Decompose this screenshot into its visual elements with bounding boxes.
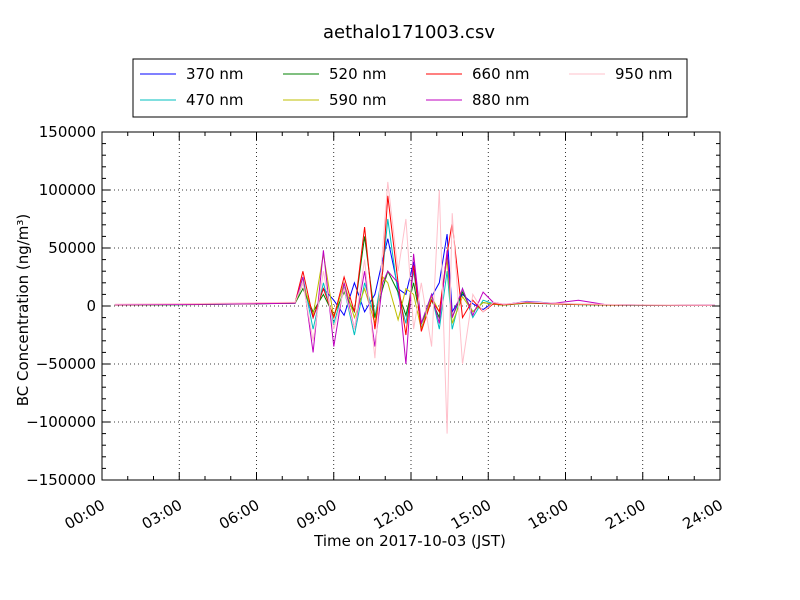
- legend-label: 520 nm: [329, 65, 387, 83]
- x-tick-label: 09:00: [293, 496, 339, 533]
- x-axis-label: Time on 2017-10-03 (JST): [313, 532, 506, 550]
- y-tick-label: 100000: [39, 181, 96, 199]
- y-axis-label: BC Concentration (ng/m³): [14, 214, 32, 407]
- series-group: [114, 181, 715, 434]
- y-tick-label: 50000: [48, 239, 96, 257]
- legend-box: [132, 58, 688, 118]
- y-tick-label: −100000: [26, 413, 96, 431]
- x-tick-label: 24:00: [680, 496, 726, 533]
- x-tick-label: 21:00: [602, 496, 648, 533]
- legend-label: 470 nm: [186, 91, 244, 109]
- x-tick-label: 03:00: [139, 496, 185, 533]
- x-tick-label: 15:00: [448, 496, 494, 533]
- x-tick-label: 00:00: [62, 496, 108, 533]
- legend-label: 880 nm: [472, 91, 530, 109]
- chart-title: aethalo171003.csv: [323, 22, 495, 43]
- x-tick-label: 12:00: [371, 496, 417, 533]
- x-tick-label: 18:00: [525, 496, 571, 533]
- legend-label: 590 nm: [329, 91, 387, 109]
- legend: 370 nm 470 nm 520 nm 590 nm 660 nm 880 nm 950 …: [132, 58, 688, 118]
- x-tick-label: 06:00: [216, 496, 262, 533]
- y-tick-label: 150000: [39, 123, 96, 141]
- legend-label: 370 nm: [186, 65, 244, 83]
- legend-label: 950 nm: [615, 65, 673, 83]
- y-tick-label: −50000: [36, 355, 96, 373]
- series-line-6: [114, 181, 715, 434]
- plot-area: 00:00 03:00 06:00 09:00 12:00 15:00 18:00 21:00…: [26, 123, 726, 533]
- legend-label: 660 nm: [472, 65, 530, 83]
- y-tick-label: 0: [86, 297, 96, 315]
- y-tick-label: −150000: [26, 471, 96, 489]
- series-line-5: [114, 250, 715, 365]
